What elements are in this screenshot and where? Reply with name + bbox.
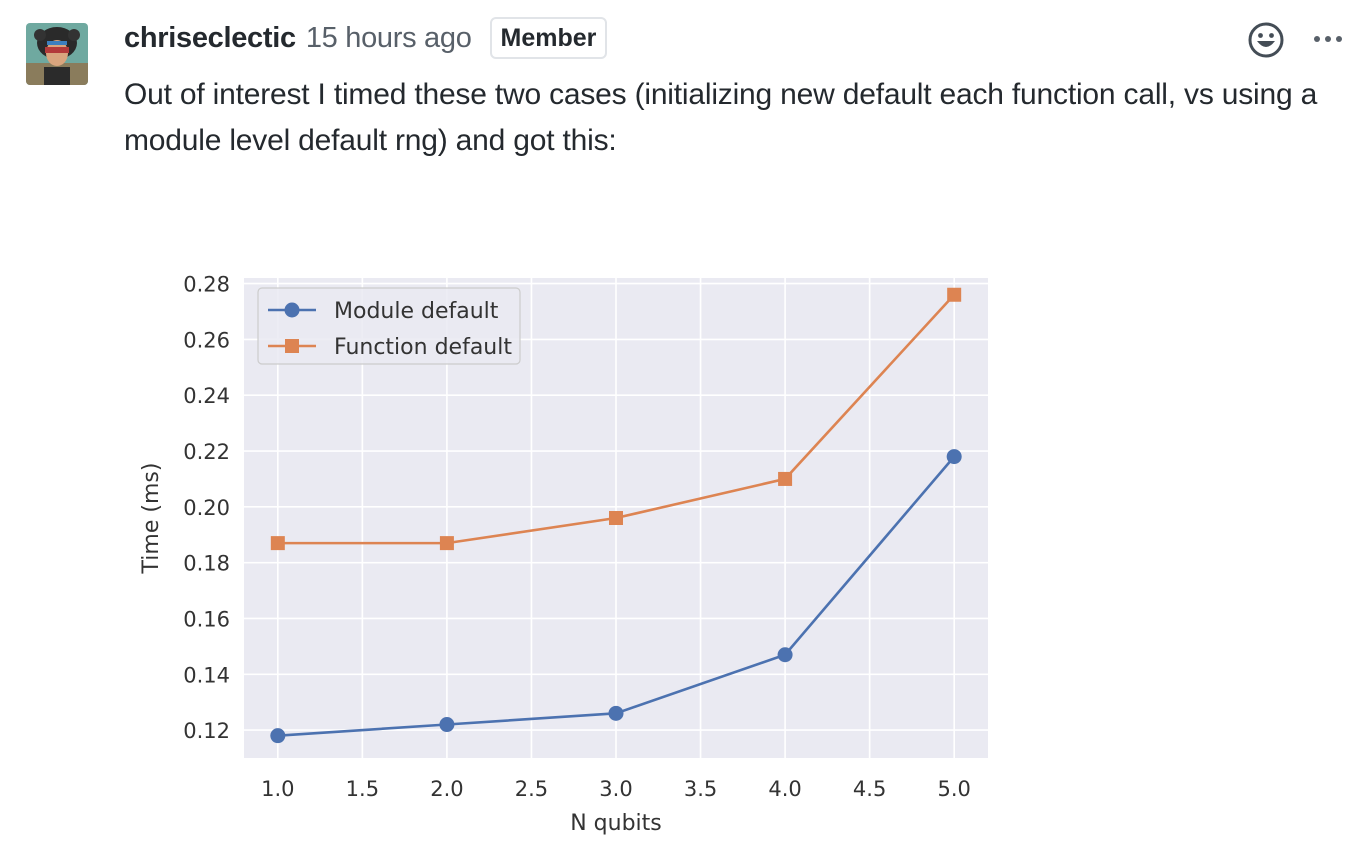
comment-header: chriseclectic 15 hours ago Member — [124, 14, 608, 62]
y-tick-label: 0.24 — [183, 384, 230, 408]
y-axis-label: Time (ms) — [139, 463, 164, 575]
data-point — [270, 728, 286, 744]
x-tick-label: 1.5 — [346, 777, 379, 801]
y-tick-label: 0.28 — [183, 273, 230, 297]
x-tick-label: 1.0 — [261, 777, 294, 801]
x-tick-label: 5.0 — [937, 777, 970, 801]
y-tick-label: 0.12 — [183, 719, 230, 743]
chart-ticks: 1.0 1.5 2.0 2.5 3.0 3.5 4.0 4.5 5.0 0.12 0.14 0.16 0… — [183, 273, 971, 801]
data-point — [608, 705, 624, 721]
data-point — [270, 536, 285, 551]
x-tick-label: 4.0 — [768, 777, 801, 801]
x-tick-label: 3.5 — [684, 777, 717, 801]
y-tick-label: 0.26 — [183, 328, 230, 352]
chart-legend: Module default Function default — [257, 287, 521, 365]
data-point — [947, 287, 962, 302]
smiley-icon — [1248, 22, 1284, 58]
data-point — [609, 511, 623, 525]
data-point — [777, 647, 793, 663]
y-tick-label: 0.16 — [183, 607, 230, 631]
data-point — [439, 536, 454, 551]
data-point — [778, 471, 793, 486]
legend-marker — [284, 302, 300, 318]
y-tick-label: 0.18 — [183, 552, 230, 576]
comment-timestamp[interactable]: 15 hours ago — [305, 21, 472, 54]
comment-body-text: Out of interest I timed these two cases … — [124, 78, 1318, 157]
chart-series — [270, 287, 962, 744]
y-tick-label: 0.22 — [183, 440, 230, 464]
legend-box — [257, 287, 521, 365]
timing-chart-image: 1.0 1.5 2.0 2.5 3.0 3.5 4.0 4.5 5.0 0.12 0.14 0.16 0… — [120, 250, 1020, 850]
y-tick-label: 0.14 — [183, 663, 230, 687]
member-badge: Member — [489, 17, 608, 59]
more-options-button[interactable] — [1310, 22, 1346, 56]
legend-marker — [285, 339, 299, 353]
x-axis-label: N qubits — [570, 811, 662, 836]
data-point — [946, 449, 962, 465]
author-name[interactable]: chriseclectic — [124, 21, 296, 54]
kebab-horizontal-icon — [1314, 36, 1342, 42]
x-tick-label: 2.0 — [430, 777, 463, 801]
timing-line-chart: 1.0 1.5 2.0 2.5 3.0 3.5 4.0 4.5 5.0 0.12 0.14 0.16 0… — [139, 273, 988, 836]
avatar[interactable] — [26, 23, 88, 85]
add-reaction-button[interactable] — [1246, 20, 1286, 60]
x-tick-label: 2.5 — [515, 777, 548, 801]
x-tick-label: 3.0 — [599, 777, 632, 801]
y-tick-label: 0.20 — [183, 496, 230, 520]
data-point — [439, 717, 455, 733]
legend-label: Module default — [334, 299, 499, 324]
legend-label: Function default — [334, 335, 512, 360]
avatar-image — [26, 23, 88, 85]
x-tick-label: 4.5 — [853, 777, 886, 801]
